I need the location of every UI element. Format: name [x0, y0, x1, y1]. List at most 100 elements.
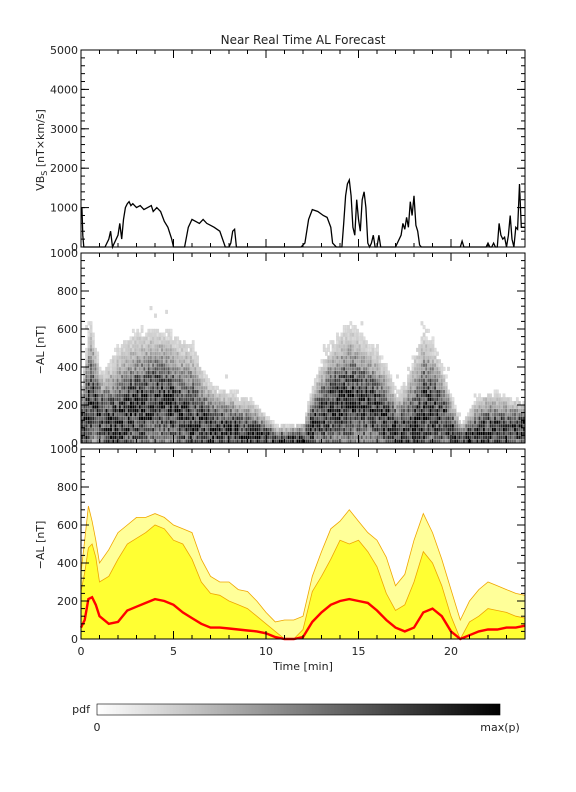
pdf-cell	[240, 439, 244, 444]
pdf-cell	[185, 363, 188, 368]
pdf-cell	[462, 435, 466, 440]
pdf-cell	[85, 359, 88, 364]
pdf-cell	[418, 408, 421, 413]
pdf-cell	[162, 427, 166, 432]
pdf-cell	[129, 423, 133, 428]
pdf-cell	[362, 393, 366, 398]
pdf-cell	[384, 397, 388, 402]
pdf-cell	[318, 420, 322, 425]
pdf-cell	[427, 328, 430, 333]
pdf-cell	[318, 374, 322, 379]
pdf-cell	[149, 306, 153, 311]
pdf-cell	[107, 366, 111, 371]
pdf-cell	[322, 344, 326, 349]
pdf-cell	[107, 389, 111, 394]
pdf-cell	[240, 420, 244, 425]
pdf-cell	[407, 401, 410, 406]
pdf-cell	[418, 366, 421, 371]
pdf-cell	[318, 378, 322, 383]
pdf-cell	[85, 397, 88, 402]
pdf-cell	[118, 370, 122, 375]
pdf-cell	[267, 416, 271, 421]
pdf-cell	[240, 397, 244, 402]
pdf-cell	[440, 389, 444, 394]
pdf-cell	[440, 397, 444, 402]
pdf-cell	[373, 416, 377, 421]
pdf-cell	[362, 359, 366, 364]
y-tick-label: 600	[57, 519, 78, 532]
pdf-cell	[362, 351, 366, 356]
pdf-cell	[229, 420, 233, 425]
pdf-cell	[185, 389, 188, 394]
pdf-cell	[169, 336, 173, 341]
pdf-cell	[340, 416, 344, 421]
pdf-cell	[185, 355, 188, 360]
pdf-cell	[422, 332, 426, 337]
pdf-cell	[285, 423, 288, 428]
pdf-cell	[107, 374, 111, 379]
pdf-cell	[162, 431, 166, 436]
pdf-cell	[207, 378, 211, 383]
pdf-cell	[373, 363, 377, 368]
pdf-cell	[318, 382, 322, 387]
pdf-cell	[207, 431, 211, 436]
pdf-cell	[495, 420, 499, 425]
x-tick-label: 5	[170, 645, 177, 658]
pdf-cell	[453, 404, 457, 409]
pdf-cell	[196, 389, 199, 394]
pdf-cell	[96, 355, 100, 360]
pdf-cell	[96, 408, 100, 413]
pdf-cell	[85, 401, 88, 406]
pdf-cell	[440, 416, 444, 421]
pdf-cell	[329, 397, 333, 402]
pdf-cell	[418, 370, 421, 375]
pdf-cell	[162, 389, 166, 394]
pdf-cell	[447, 389, 450, 394]
pdf-cell	[362, 412, 366, 417]
pdf-cell	[191, 344, 195, 349]
pdf-cell	[207, 416, 211, 421]
pdf-cell	[140, 351, 144, 356]
pdf-cell	[431, 340, 435, 345]
pdf-cell	[351, 328, 355, 333]
pdf-cell	[440, 366, 444, 371]
pdf-cell	[318, 393, 322, 398]
pdf-cell	[218, 412, 222, 417]
pdf-cell	[462, 439, 466, 444]
pdf-cell	[262, 412, 266, 417]
pdf-cell	[362, 427, 366, 432]
pdf-cell	[207, 412, 211, 417]
pdf-cell	[407, 420, 410, 425]
y-tick-label: 200	[57, 595, 78, 608]
pdf-cell	[318, 431, 322, 436]
pdf-cell	[340, 393, 344, 398]
pdf-cell	[473, 431, 477, 436]
pdf-cell	[174, 420, 177, 425]
pdf-cell	[129, 351, 133, 356]
pdf-cell	[462, 427, 466, 432]
pdf-cell	[351, 359, 355, 364]
pdf-cell	[518, 427, 521, 432]
pdf-cell	[229, 427, 233, 432]
colorbar: pdf 0 max(p)	[72, 703, 520, 734]
pdf-cell	[129, 404, 133, 409]
pdf-cell	[373, 347, 377, 352]
pdf-cell	[318, 439, 322, 444]
pdf-cell	[340, 351, 344, 356]
pdf-cell	[89, 328, 93, 333]
pdf-cell	[96, 420, 100, 425]
pdf-cell	[185, 412, 188, 417]
vbs-panel: 0 1000 2000 3000 4000 5000 VBS [nT×km/s]	[34, 44, 526, 254]
pdf-cell	[96, 435, 100, 440]
pdf-cell	[396, 412, 399, 417]
pdf-cell	[194, 351, 197, 356]
pdf-cell	[162, 378, 166, 383]
pdf-cell	[418, 355, 421, 360]
pdf-cell	[218, 401, 222, 406]
x-tick-label: 10	[259, 645, 273, 658]
pdf-cell	[429, 423, 433, 428]
pdf-cell	[196, 355, 199, 360]
pdf-cell	[174, 401, 177, 406]
pdf-cell	[362, 347, 366, 352]
pdf-cell	[140, 374, 144, 379]
